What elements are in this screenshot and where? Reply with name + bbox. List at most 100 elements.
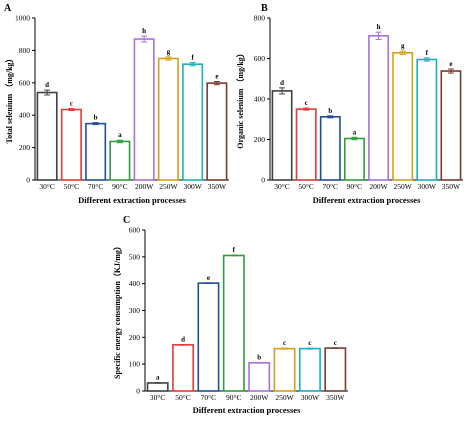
y-tick-label: 800 bbox=[19, 46, 31, 55]
x-tick-label: 200W bbox=[135, 182, 154, 191]
bar-2 bbox=[85, 122, 107, 181]
y-tick-label: 1000 bbox=[15, 14, 30, 23]
y-tick-label: 600 bbox=[254, 54, 266, 63]
bar-7 bbox=[206, 82, 228, 181]
x-tick-label: 300W bbox=[183, 182, 202, 191]
bar-0 bbox=[146, 382, 169, 392]
bar-0 bbox=[36, 91, 58, 181]
significance-letter: g bbox=[167, 48, 171, 56]
y-tick-label: 0 bbox=[26, 176, 30, 185]
x-axis-title: Different extraction processes bbox=[313, 195, 421, 205]
x-tick-label: 300W bbox=[301, 393, 320, 402]
x-tick-label: 30°C bbox=[150, 393, 166, 402]
x-tick-label: 350W bbox=[208, 182, 227, 191]
x-tick-label: 200W bbox=[250, 393, 269, 402]
bar-4 bbox=[248, 362, 271, 392]
x-tick-label: 50°C bbox=[298, 182, 314, 191]
x-tick-label: 70°C bbox=[88, 182, 104, 191]
y-axis-title: Specific energy consumption（KJ/mg） bbox=[112, 242, 122, 379]
bar-6 bbox=[182, 63, 204, 181]
y-tick-label: 300 bbox=[129, 306, 141, 315]
significance-letter: b bbox=[257, 354, 261, 362]
bar-2 bbox=[319, 116, 341, 181]
panel-letter: C bbox=[123, 215, 130, 226]
significance-letter: c bbox=[70, 100, 73, 108]
bar-6 bbox=[416, 58, 438, 181]
significance-letter: f bbox=[191, 54, 194, 62]
x-tick-label: 200W bbox=[369, 182, 388, 191]
chart-panel-b: B 0 200 400 600 800 d 30°C c 50°C b 70°C a 90°C h 200W g… bbox=[235, 3, 463, 205]
significance-letter: b bbox=[94, 114, 98, 122]
x-tick-label: 250W bbox=[159, 182, 178, 191]
bar-3 bbox=[109, 140, 131, 181]
panel-letter: A bbox=[4, 3, 12, 14]
significance-letter: c bbox=[334, 339, 337, 347]
x-tick-label: 70°C bbox=[323, 182, 339, 191]
bar-3 bbox=[343, 137, 365, 181]
x-tick-label: 90°C bbox=[226, 393, 242, 402]
x-tick-label: 300W bbox=[418, 182, 437, 191]
bar-1 bbox=[60, 108, 82, 181]
y-tick-label: 400 bbox=[254, 95, 266, 104]
y-axis-title: Total selenium （mg/kg） bbox=[4, 54, 14, 143]
x-tick-label: 50°C bbox=[175, 393, 191, 402]
significance-letter: d bbox=[181, 336, 185, 344]
significance-letter: a bbox=[353, 128, 357, 136]
significance-letter: d bbox=[45, 81, 49, 89]
x-tick-label: 90°C bbox=[347, 182, 363, 191]
x-tick-label: 50°C bbox=[64, 182, 80, 191]
bar-5 bbox=[157, 57, 179, 181]
significance-letter: c bbox=[283, 339, 286, 347]
x-tick-label: 250W bbox=[275, 393, 294, 402]
significance-letter: h bbox=[377, 23, 381, 31]
significance-letter: h bbox=[142, 27, 146, 35]
x-axis-title: Different extraction processes bbox=[78, 195, 186, 205]
y-tick-label: 200 bbox=[129, 333, 141, 342]
significance-letter: a bbox=[118, 131, 122, 139]
bar-0 bbox=[271, 90, 293, 181]
significance-letter: c bbox=[308, 339, 311, 347]
bar-5 bbox=[273, 347, 296, 392]
y-tick-label: 200 bbox=[254, 135, 266, 144]
significance-letter: e bbox=[215, 73, 218, 81]
significance-letter: b bbox=[328, 107, 332, 115]
bar-5 bbox=[392, 52, 414, 181]
y-tick-label: 200 bbox=[19, 143, 31, 152]
y-axis-title: Organic selenium （mg/kg） bbox=[235, 49, 245, 149]
bar-1 bbox=[295, 108, 317, 181]
y-tick-label: 100 bbox=[129, 360, 141, 369]
chart-panel-c: C 0 100 200 300 400 500 600 a 30°C d 50°C e 70°C f 90°C… bbox=[112, 215, 348, 415]
x-tick-label: 30°C bbox=[39, 182, 55, 191]
chart-panel-a: A 0 200 400 600 800 1000 d 30°C c 50°C b 70°C a 90°C h 2… bbox=[4, 3, 229, 205]
x-tick-label: 350W bbox=[442, 182, 461, 191]
panel-letter: B bbox=[261, 3, 268, 14]
significance-letter: e bbox=[449, 60, 452, 68]
y-tick-label: 0 bbox=[136, 387, 140, 396]
y-tick-label: 600 bbox=[19, 78, 31, 87]
significance-letter: c bbox=[305, 99, 308, 107]
y-tick-label: 600 bbox=[129, 226, 141, 235]
bar-1 bbox=[172, 344, 195, 392]
bar-6 bbox=[298, 347, 321, 392]
bar-4 bbox=[133, 38, 155, 181]
bar-7 bbox=[324, 347, 347, 392]
significance-letter: g bbox=[401, 42, 405, 50]
bar-7 bbox=[440, 70, 462, 181]
y-tick-label: 400 bbox=[19, 111, 31, 120]
x-tick-label: 70°C bbox=[201, 393, 217, 402]
y-tick-label: 400 bbox=[129, 279, 141, 288]
x-tick-label: 250W bbox=[394, 182, 413, 191]
significance-letter: e bbox=[207, 274, 210, 282]
y-tick-label: 500 bbox=[129, 252, 141, 261]
bar-4 bbox=[368, 35, 390, 181]
x-tick-label: 30°C bbox=[274, 182, 290, 191]
bar-3 bbox=[222, 254, 245, 392]
significance-letter: f bbox=[426, 49, 429, 57]
significance-letter: f bbox=[233, 246, 236, 254]
x-tick-label: 350W bbox=[326, 393, 345, 402]
x-axis-title: Different extraction processes bbox=[193, 405, 301, 415]
bar-2 bbox=[197, 282, 220, 392]
y-tick-label: 0 bbox=[261, 176, 265, 185]
significance-letter: d bbox=[280, 79, 284, 87]
